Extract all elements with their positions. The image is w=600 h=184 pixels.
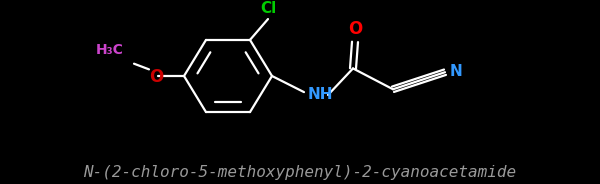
Text: N-(2-chloro-5-methoxyphenyl)-2-cyanoacetamide: N-(2-chloro-5-methoxyphenyl)-2-cyanoacet… [83, 165, 517, 180]
Text: O: O [149, 68, 163, 86]
Text: O: O [348, 20, 362, 38]
Text: NH: NH [308, 87, 334, 102]
Text: N: N [450, 64, 463, 79]
Text: Cl: Cl [260, 1, 276, 16]
Text: H₃C: H₃C [96, 43, 124, 57]
